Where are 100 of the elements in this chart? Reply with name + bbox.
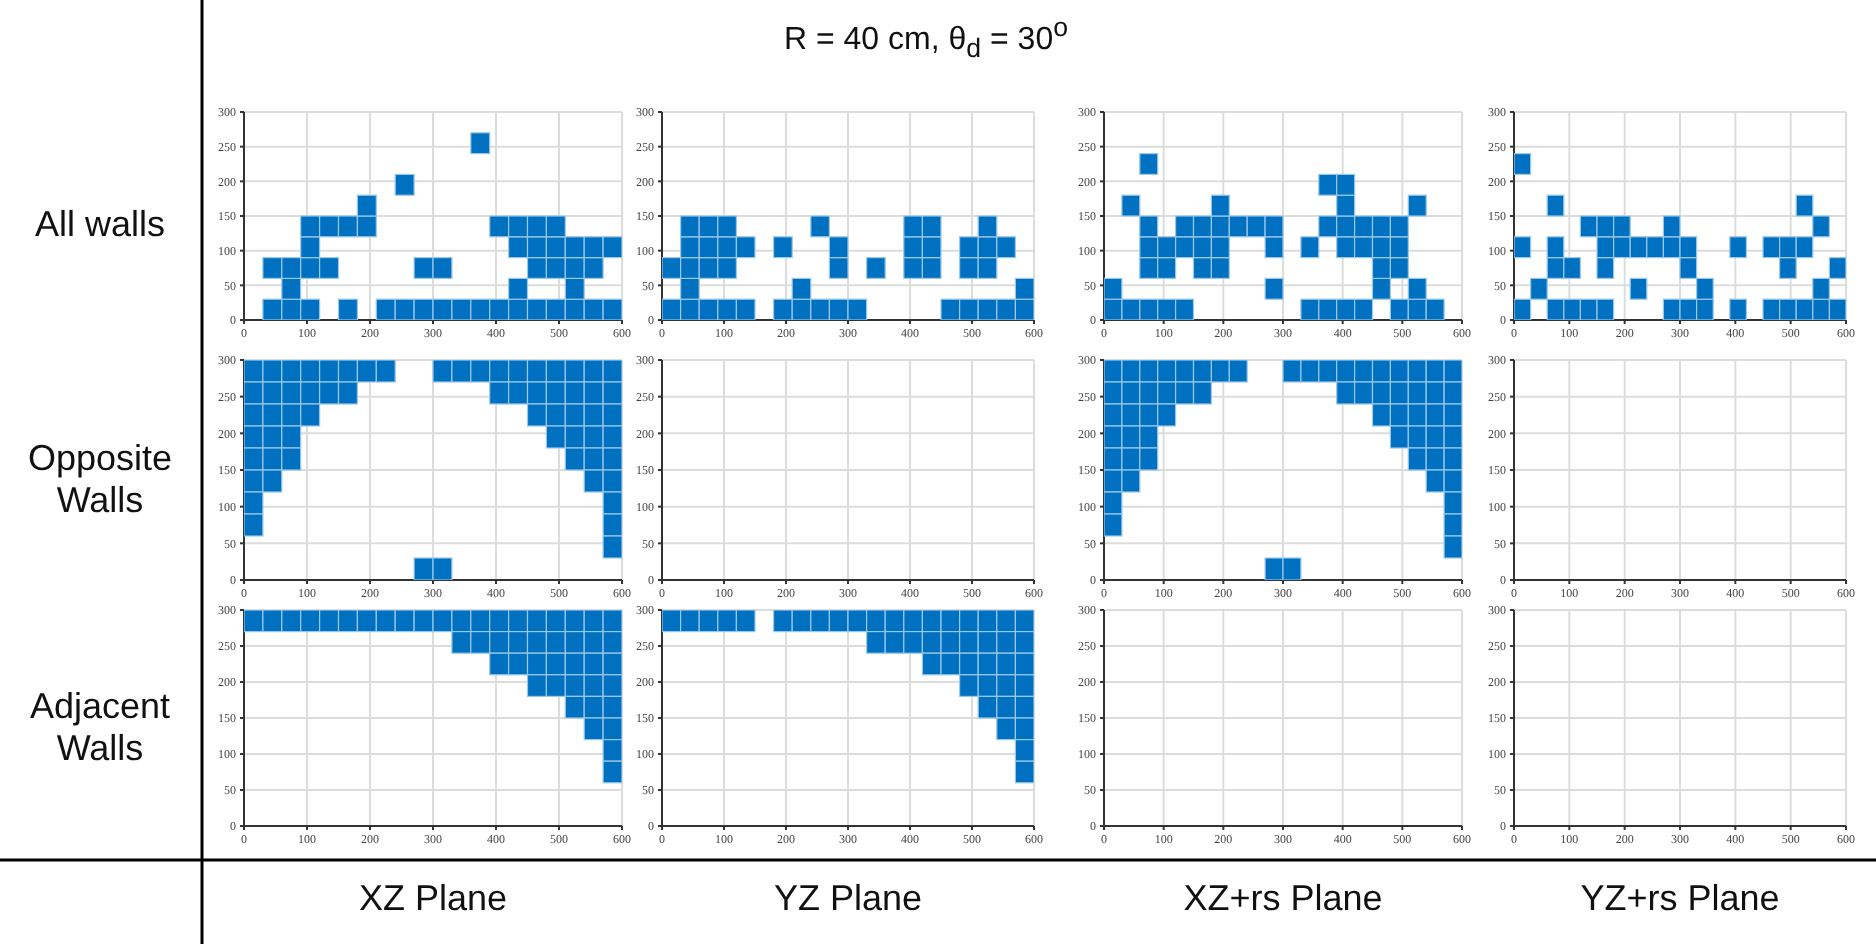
point	[1175, 215, 1195, 238]
x-axis-title: XZ+rs Plane	[1181, 878, 1385, 920]
point	[977, 215, 998, 238]
point	[526, 298, 547, 320]
point	[996, 674, 1016, 697]
point	[375, 610, 396, 633]
point	[489, 298, 510, 320]
point	[319, 610, 340, 633]
point	[959, 257, 979, 279]
point	[1014, 277, 1034, 300]
point	[791, 277, 812, 300]
point	[1371, 277, 1391, 300]
point	[1157, 236, 1177, 259]
y-axis-title: Adjacent Walls	[27, 683, 173, 771]
point	[717, 236, 737, 259]
point	[319, 215, 340, 238]
point	[959, 610, 979, 633]
point	[602, 739, 622, 762]
point	[1407, 277, 1427, 300]
point	[1828, 298, 1846, 320]
point	[1530, 277, 1548, 300]
point	[1679, 236, 1698, 259]
point	[545, 298, 566, 320]
point	[432, 610, 453, 633]
point	[1336, 298, 1356, 320]
point	[508, 277, 529, 300]
point	[1407, 194, 1427, 217]
point	[602, 652, 622, 676]
point	[337, 298, 358, 320]
point	[1596, 236, 1615, 259]
point	[1679, 257, 1698, 279]
point	[1175, 236, 1195, 259]
point	[1300, 236, 1320, 259]
point	[413, 257, 434, 279]
point	[300, 298, 321, 320]
point	[1139, 257, 1159, 279]
point	[1354, 215, 1374, 238]
point	[959, 674, 979, 697]
point	[1014, 674, 1034, 697]
point	[281, 610, 302, 633]
point	[903, 631, 923, 654]
point	[717, 610, 737, 633]
point	[940, 631, 961, 654]
point	[959, 298, 979, 320]
point	[1371, 236, 1391, 259]
point	[717, 257, 737, 279]
point	[281, 277, 302, 300]
point	[545, 674, 566, 697]
point	[1514, 153, 1532, 175]
point	[847, 298, 868, 320]
point	[810, 215, 830, 238]
point	[1546, 194, 1565, 217]
point	[1336, 173, 1356, 196]
point	[921, 215, 942, 238]
point	[1389, 298, 1409, 320]
point	[451, 631, 472, 654]
point	[1613, 215, 1631, 238]
point	[451, 298, 472, 320]
point	[1762, 298, 1781, 320]
point	[1336, 236, 1356, 259]
point	[866, 257, 886, 279]
point	[545, 236, 566, 259]
point	[451, 610, 472, 633]
point	[602, 610, 622, 633]
point	[1014, 610, 1034, 633]
point	[1389, 236, 1409, 259]
point	[1646, 236, 1664, 259]
point	[717, 215, 737, 238]
point	[847, 610, 868, 633]
point	[1579, 215, 1598, 238]
point	[1192, 257, 1212, 279]
point	[810, 610, 830, 633]
point	[489, 652, 510, 676]
x-axis-title: YZ+rs Plane	[1578, 878, 1782, 920]
point	[1389, 257, 1409, 279]
y-axis-title: All walls	[32, 202, 167, 248]
point	[413, 610, 434, 633]
point	[959, 236, 979, 259]
point	[940, 298, 961, 320]
point	[1175, 298, 1195, 320]
point	[1318, 173, 1338, 196]
point	[1354, 236, 1374, 259]
x-axis-title: YZ Plane	[771, 878, 925, 920]
point	[1696, 298, 1714, 320]
point	[662, 610, 682, 633]
point	[1812, 215, 1830, 238]
point	[564, 610, 585, 633]
point	[1192, 215, 1212, 238]
point	[564, 631, 585, 654]
point	[773, 298, 793, 320]
point	[1779, 298, 1797, 320]
point	[394, 173, 415, 196]
point	[680, 298, 700, 320]
point	[1014, 631, 1034, 654]
point	[1139, 298, 1159, 320]
point	[262, 298, 283, 320]
point	[300, 215, 321, 238]
point	[1318, 215, 1338, 238]
point	[680, 610, 700, 633]
point	[884, 631, 905, 654]
